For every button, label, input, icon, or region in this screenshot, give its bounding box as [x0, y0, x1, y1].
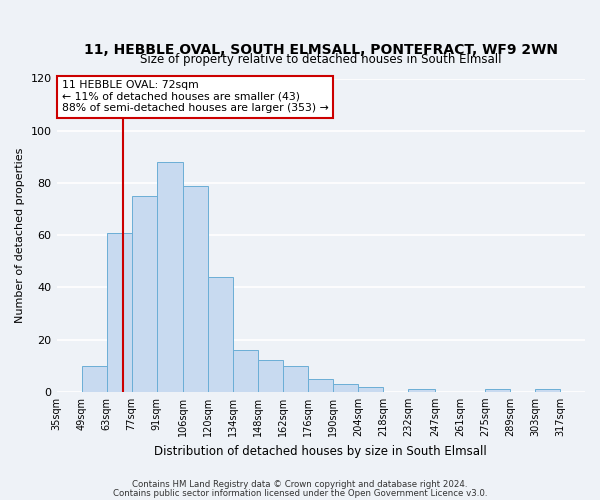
Bar: [485, 389, 510, 392]
Bar: [258, 360, 283, 392]
Bar: [184, 186, 208, 392]
Bar: [233, 350, 258, 392]
Bar: [535, 389, 560, 392]
Text: 11 HEBBLE OVAL: 72sqm
← 11% of detached houses are smaller (43)
88% of semi-deta: 11 HEBBLE OVAL: 72sqm ← 11% of detached …: [62, 80, 329, 114]
Bar: [157, 162, 184, 392]
Y-axis label: Number of detached properties: Number of detached properties: [15, 148, 25, 323]
Bar: [333, 384, 358, 392]
Bar: [107, 232, 131, 392]
Text: Size of property relative to detached houses in South Elmsall: Size of property relative to detached ho…: [140, 53, 502, 66]
Bar: [283, 366, 308, 392]
Title: 11, HEBBLE OVAL, SOUTH ELMSALL, PONTEFRACT, WF9 2WN: 11, HEBBLE OVAL, SOUTH ELMSALL, PONTEFRA…: [84, 42, 558, 56]
Bar: [208, 277, 233, 392]
Text: Contains public sector information licensed under the Open Government Licence v3: Contains public sector information licen…: [113, 490, 487, 498]
Bar: [358, 386, 383, 392]
Bar: [308, 379, 333, 392]
Bar: [408, 389, 435, 392]
Bar: [131, 196, 157, 392]
Bar: [82, 366, 107, 392]
Text: Contains HM Land Registry data © Crown copyright and database right 2024.: Contains HM Land Registry data © Crown c…: [132, 480, 468, 489]
X-axis label: Distribution of detached houses by size in South Elmsall: Distribution of detached houses by size …: [154, 444, 487, 458]
